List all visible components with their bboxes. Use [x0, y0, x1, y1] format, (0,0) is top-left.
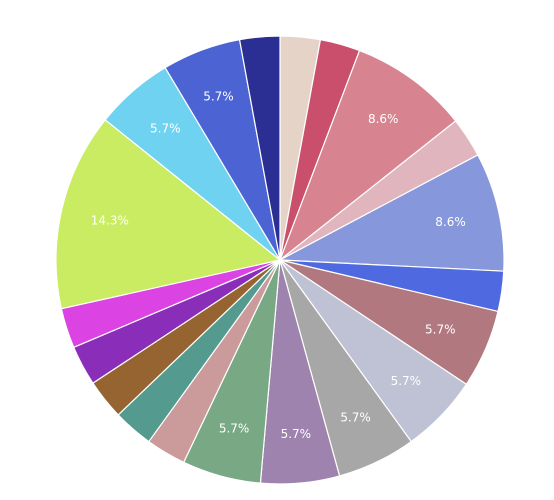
- slice-label-18: 5.7%: [150, 121, 181, 135]
- slice-label-8: 5.7%: [391, 374, 422, 388]
- pie-slice-17: [55, 119, 282, 310]
- pie-slice-5: [277, 154, 505, 272]
- slices-layer: [55, 35, 505, 485]
- slice-label-3: 8.6%: [368, 112, 399, 126]
- pie-slice-3: [278, 49, 457, 262]
- slice-label-17: 14.3%: [91, 213, 129, 227]
- slice-label-7: 5.7%: [425, 323, 456, 337]
- slice-label-10: 5.7%: [281, 427, 312, 441]
- slice-label-9: 5.7%: [340, 411, 371, 425]
- labels-layer: 8.6% 8.6% 5.7% 5.7% 5.7% 5.7% 5.7% 14.3% 5.7% 5.7…: [91, 89, 466, 441]
- slice-label-19: 5.7%: [203, 89, 234, 103]
- pie-slice-20: [238, 35, 281, 261]
- slice-label-11: 5.7%: [219, 422, 250, 436]
- slice-label-5: 8.6%: [435, 215, 466, 229]
